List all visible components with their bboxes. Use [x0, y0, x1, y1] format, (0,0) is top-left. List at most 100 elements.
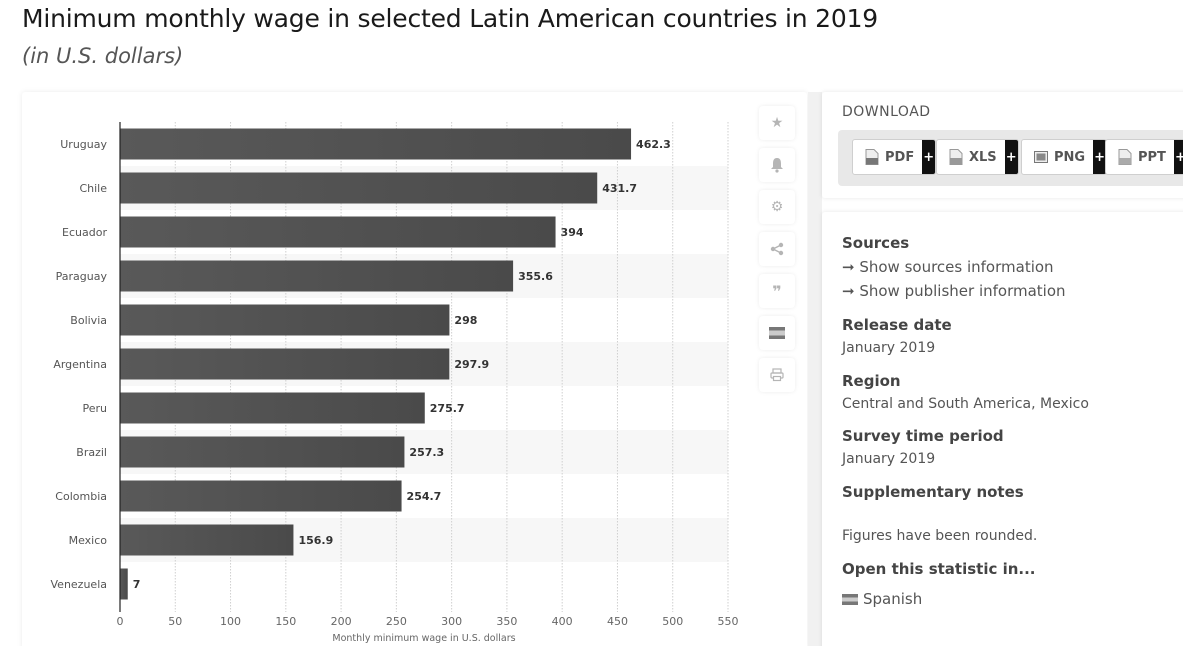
category-label: Chile — [79, 182, 107, 195]
bar-mexico[interactable] — [120, 524, 294, 556]
x-tick-label: 0 — [117, 615, 124, 628]
show-sources-link[interactable]: ➞ Show sources information — [842, 258, 1054, 276]
bar-uruguay[interactable] — [120, 128, 632, 160]
value-label: 257.3 — [409, 446, 444, 459]
supplementary-notes-value: Figures have been rounded. — [842, 528, 1038, 544]
plus-icon: + — [922, 140, 936, 174]
value-label: 431.7 — [602, 182, 637, 195]
category-label: Venezuela — [51, 578, 108, 591]
settings-button[interactable]: ⚙ — [759, 190, 795, 224]
bell-icon — [771, 158, 783, 173]
value-label: 156.9 — [298, 534, 333, 547]
category-label: Colombia — [55, 490, 107, 503]
x-tick-label: 500 — [662, 615, 683, 628]
bar-chile[interactable] — [120, 172, 598, 204]
chart-card: 462.3 431.7 394 355.6 298 297.9 275.7 257.3 254.… — [22, 92, 807, 646]
plus-icon: + — [1093, 140, 1107, 174]
page-subtitle: (in U.S. dollars) — [22, 44, 184, 68]
value-label: 298 — [454, 314, 477, 327]
download-png-label: PNG — [1054, 149, 1086, 165]
supplementary-notes-heading: Supplementary notes — [842, 483, 1024, 501]
language-label: Spanish — [863, 590, 923, 608]
quote-icon: ❞ — [772, 281, 782, 301]
pdf-file-icon — [865, 149, 879, 165]
release-date-value: January 2019 — [842, 340, 936, 356]
value-label: 297.9 — [454, 358, 489, 371]
category-label: Uruguay — [60, 138, 107, 151]
x-tick-label: 100 — [220, 615, 241, 628]
category-label: Argentina — [53, 358, 107, 371]
x-tick-label: 200 — [331, 615, 352, 628]
chart-toolbar: ★ ⚙ ❞ — [759, 106, 795, 400]
download-ppt-button[interactable]: PPT + — [1105, 139, 1183, 175]
category-label: Ecuador — [62, 226, 107, 239]
share-button[interactable] — [759, 232, 795, 266]
category-label: Paraguay — [56, 270, 108, 283]
sidebar-gutter — [808, 92, 822, 646]
bars — [120, 128, 632, 600]
page-title: Minimum monthly wage in selected Latin A… — [22, 4, 878, 33]
language-button[interactable] — [759, 316, 795, 350]
value-label: 462.3 — [636, 138, 671, 151]
category-labels: Uruguay Chile Ecuador Paraguay Bolivia Argent… — [51, 138, 108, 591]
favorite-button[interactable]: ★ — [759, 106, 795, 140]
bar-paraguay[interactable] — [120, 260, 514, 292]
cite-button[interactable]: ❞ — [759, 274, 795, 308]
x-tick-label: 250 — [386, 615, 407, 628]
bar-argentina[interactable] — [120, 348, 450, 380]
notification-button[interactable] — [759, 148, 795, 182]
bar-ecuador[interactable] — [120, 216, 556, 248]
value-labels: 462.3 431.7 394 355.6 298 297.9 275.7 257.3 254.… — [133, 138, 671, 591]
plus-icon: + — [1173, 140, 1183, 174]
survey-period-value: January 2019 — [842, 451, 936, 467]
download-buttons: PDF + XLS + PNG + PPT + — [838, 130, 1183, 186]
category-label: Peru — [82, 402, 107, 415]
x-tick-label: 50 — [168, 615, 182, 628]
statistic-info-panel: Sources ➞ Show sources information ➞ Sho… — [822, 212, 1183, 646]
bar-chart: 462.3 431.7 394 355.6 298 297.9 275.7 257.3 254.… — [51, 122, 739, 644]
release-date-heading: Release date — [842, 316, 952, 334]
print-icon — [770, 368, 784, 382]
download-pdf-button[interactable]: PDF + — [852, 139, 937, 175]
x-tick-labels: 0 50 100 150 200 250 300 350 400 450 500 550 — [117, 615, 739, 628]
x-axis-label: Monthly minimum wage in U.S. dollars — [332, 633, 515, 644]
bar-peru[interactable] — [120, 392, 425, 424]
sources-heading: Sources — [842, 234, 910, 252]
show-publisher-link[interactable]: ➞ Show publisher information — [842, 282, 1066, 300]
open-statistic-heading: Open this statistic in... — [842, 560, 1036, 578]
flag-icon — [769, 327, 785, 339]
download-pdf-label: PDF — [885, 149, 915, 165]
category-label: Bolivia — [70, 314, 107, 327]
share-icon — [770, 242, 784, 256]
x-tick-label: 550 — [718, 615, 739, 628]
x-tick-label: 400 — [552, 615, 573, 628]
star-icon: ★ — [770, 115, 784, 131]
value-label: 254.7 — [407, 490, 442, 503]
region-value: Central and South America, Mexico — [842, 396, 1089, 412]
region-heading: Region — [842, 372, 901, 390]
value-label: 7 — [133, 578, 141, 591]
download-xls-label: XLS — [969, 149, 997, 165]
xls-file-icon — [949, 149, 963, 165]
bar-colombia[interactable] — [120, 480, 402, 512]
download-ppt-label: PPT — [1138, 149, 1166, 165]
x-tick-label: 300 — [441, 615, 462, 628]
value-label: 394 — [561, 226, 584, 239]
plus-icon: + — [1004, 140, 1018, 174]
download-png-button[interactable]: PNG + — [1021, 139, 1108, 175]
print-button[interactable] — [759, 358, 795, 392]
bar-brazil[interactable] — [120, 436, 405, 468]
download-xls-button[interactable]: XLS + — [936, 139, 1019, 175]
x-tick-label: 450 — [607, 615, 628, 628]
download-panel: DOWNLOAD PDF + XLS + PNG + PPT + — [822, 92, 1183, 198]
gear-icon: ⚙ — [770, 199, 784, 215]
category-label: Brazil — [76, 446, 107, 459]
download-title: DOWNLOAD — [842, 104, 931, 120]
png-image-icon — [1034, 149, 1048, 165]
bar-venezuela[interactable] — [120, 568, 128, 600]
ppt-file-icon — [1118, 149, 1132, 165]
bar-bolivia[interactable] — [120, 304, 450, 336]
x-tick-label: 350 — [496, 615, 517, 628]
open-in-spanish-link[interactable]: Spanish — [842, 590, 922, 608]
category-label: Mexico — [69, 534, 108, 547]
